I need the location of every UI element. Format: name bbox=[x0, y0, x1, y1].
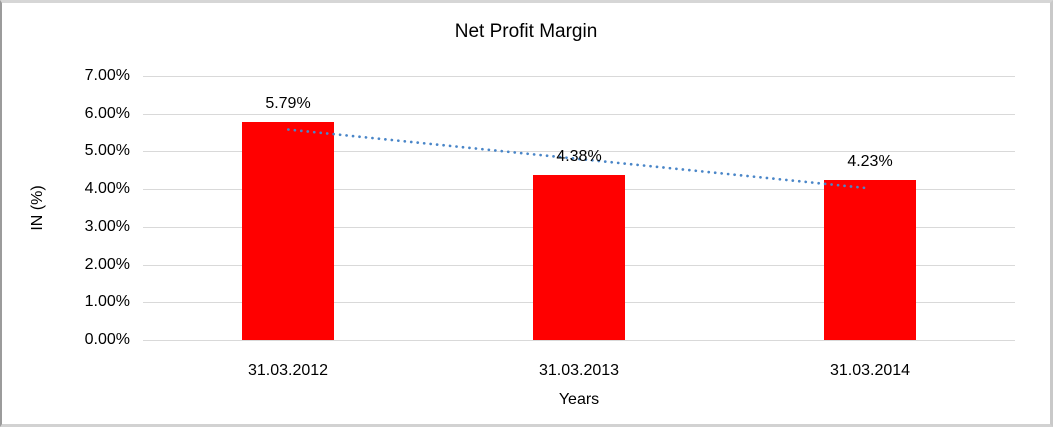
gridline bbox=[143, 114, 1015, 115]
y-axis-tick-label: 4.00% bbox=[84, 180, 130, 197]
trendline-dotted bbox=[286, 128, 872, 190]
y-axis-tick-label: 6.00% bbox=[84, 105, 130, 122]
bar-value-label: 5.79% bbox=[265, 95, 311, 112]
y-axis-tick-label: 0.00% bbox=[84, 331, 130, 348]
y-axis-tick-label: 5.00% bbox=[84, 142, 130, 159]
gridline bbox=[143, 340, 1015, 341]
trendline bbox=[286, 128, 872, 190]
x-axis-tick-label: 31.03.2012 bbox=[247, 362, 329, 379]
bar-value-label: 4.23% bbox=[847, 153, 893, 170]
bar bbox=[242, 122, 334, 340]
y-axis-tick-label: 1.00% bbox=[84, 293, 130, 310]
gridline bbox=[143, 76, 1015, 77]
x-axis-tick-label: 31.03.2014 bbox=[829, 362, 911, 379]
y-axis-tick-label: 3.00% bbox=[84, 218, 130, 235]
bar-value-label: 4.38% bbox=[556, 148, 602, 165]
bar bbox=[824, 180, 916, 340]
x-axis-title: Years bbox=[558, 391, 600, 408]
plot-area: 5.79% 4.38% 4.23% bbox=[143, 76, 1015, 341]
y-axis-tick-label: 2.00% bbox=[84, 256, 130, 273]
chart-title: Net Profit Margin bbox=[454, 21, 598, 42]
y-axis-tick-label: 7.00% bbox=[84, 67, 130, 84]
x-axis-tick-label: 31.03.2013 bbox=[538, 362, 620, 379]
gridline bbox=[143, 151, 1015, 152]
y-axis-title: IN (%) bbox=[29, 185, 46, 231]
bar bbox=[533, 175, 625, 340]
